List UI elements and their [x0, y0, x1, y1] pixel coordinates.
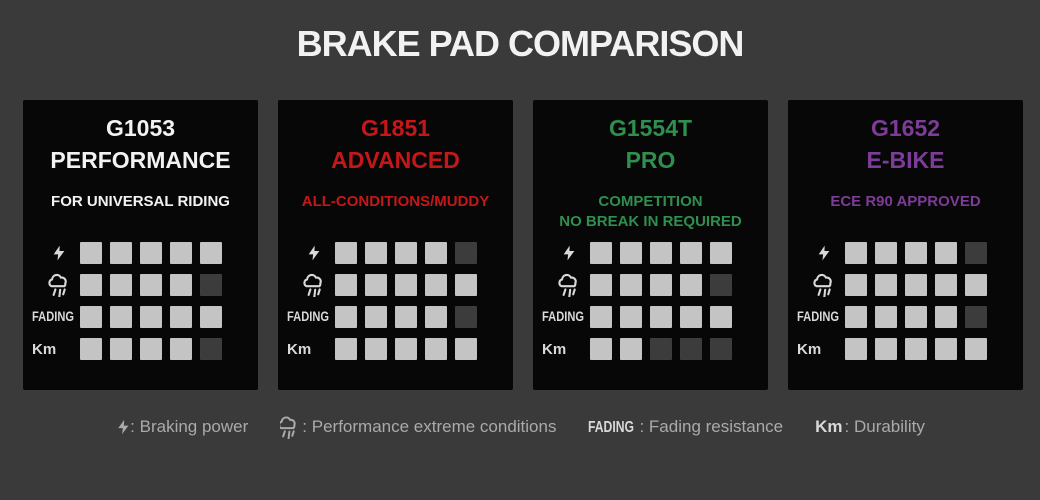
svg-text:FADING: FADING [287, 309, 329, 324]
svg-text:FADING: FADING [797, 309, 839, 324]
svg-text:FADING: FADING [542, 309, 584, 324]
svg-text:FADING: FADING [32, 309, 74, 324]
svg-text:FADING: FADING [588, 419, 634, 436]
